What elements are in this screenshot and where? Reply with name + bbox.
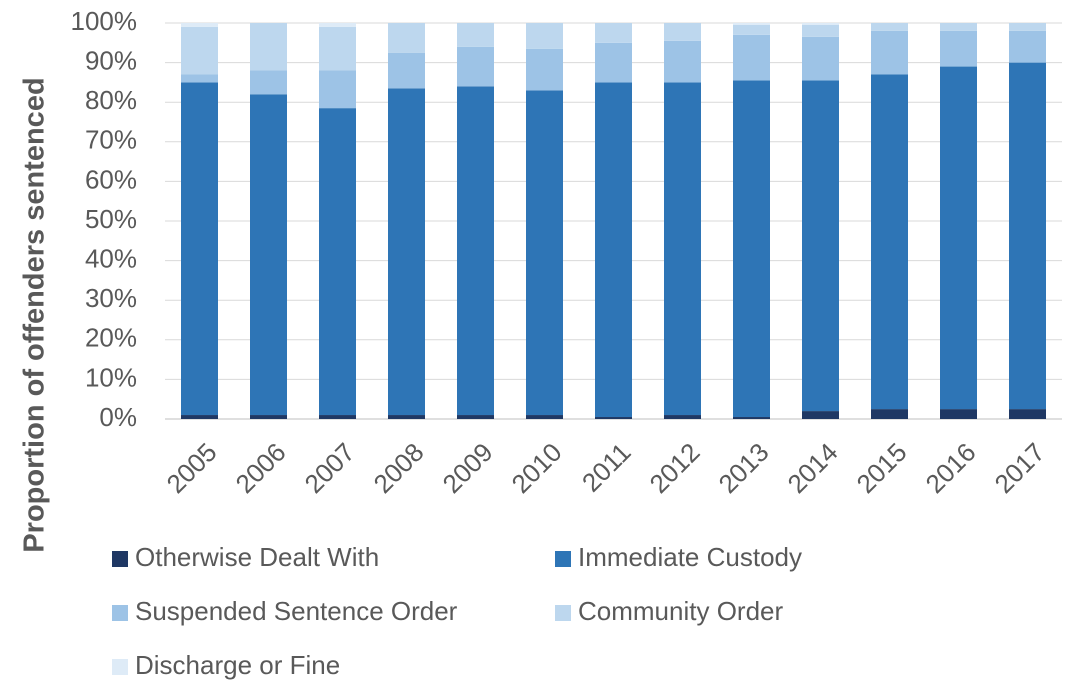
bar-segment xyxy=(319,23,356,27)
y-axis-label: Proportion of offenders sentenced xyxy=(19,77,51,552)
legend-swatch xyxy=(555,551,571,567)
bar-segment xyxy=(457,46,494,87)
bar-segment xyxy=(319,26,356,71)
bar-segment xyxy=(733,34,770,81)
bar-segment xyxy=(250,70,287,95)
bar-segment xyxy=(940,30,977,67)
bar-segment xyxy=(595,42,632,83)
bar-segment xyxy=(595,82,632,418)
bar-segment xyxy=(802,80,839,412)
bar-segment xyxy=(1009,62,1046,410)
legend-label: Otherwise Dealt With xyxy=(135,542,379,572)
bar-segment xyxy=(250,94,287,416)
y-tick-label: 0% xyxy=(99,402,137,432)
bar-segment xyxy=(940,66,977,410)
bar-segment xyxy=(871,30,908,75)
bar-segment xyxy=(319,415,356,419)
bar-segment xyxy=(733,23,770,25)
bar-segment xyxy=(1009,23,1046,31)
legend-swatch xyxy=(112,659,128,675)
bar-segment xyxy=(664,415,701,419)
bar-segment xyxy=(526,90,563,416)
legend-swatch xyxy=(112,551,128,567)
bar-segment xyxy=(181,23,218,27)
x-tick-label: 2016 xyxy=(919,437,981,499)
bar-segment xyxy=(388,52,425,89)
bar-segment xyxy=(595,23,632,43)
bar-segment xyxy=(319,108,356,416)
x-tick-label: 2014 xyxy=(781,437,843,499)
bar-segment xyxy=(664,40,701,83)
bar-segment xyxy=(1009,30,1046,63)
bar-segment xyxy=(1009,409,1046,419)
y-tick-label: 10% xyxy=(85,362,137,392)
x-tick-label: 2011 xyxy=(576,437,637,498)
bar-segment xyxy=(733,417,770,419)
x-tick-label: 2008 xyxy=(367,437,429,499)
bar-segment xyxy=(457,23,494,47)
legend-label: Suspended Sentence Order xyxy=(135,596,458,626)
y-tick-label: 20% xyxy=(85,323,137,353)
bar-segment xyxy=(940,409,977,419)
bar-segment xyxy=(595,417,632,419)
bar-segment xyxy=(940,23,977,31)
bar-segment xyxy=(526,23,563,49)
bar-segment xyxy=(871,409,908,419)
bar-segment xyxy=(388,88,425,416)
bar-segment xyxy=(181,74,218,83)
y-tick-label: 40% xyxy=(85,243,137,273)
y-tick-label: 50% xyxy=(85,204,137,234)
legend-swatch xyxy=(555,605,571,621)
x-tick-label: 2010 xyxy=(505,437,567,499)
bar-segment xyxy=(319,70,356,109)
x-tick-label: 2005 xyxy=(160,437,222,499)
bar-segment xyxy=(802,23,839,25)
y-tick-label: 80% xyxy=(85,85,137,115)
bar-segment xyxy=(733,24,770,35)
y-tick-label: 70% xyxy=(85,125,137,155)
x-tick-label: 2013 xyxy=(712,437,774,499)
bar-segment xyxy=(388,415,425,419)
x-tick-label: 2007 xyxy=(298,437,360,499)
bar-segment xyxy=(802,24,839,37)
bar-segment xyxy=(250,23,287,71)
x-tick-label: 2015 xyxy=(850,437,912,499)
y-tick-label: 100% xyxy=(71,6,138,36)
bar-segment xyxy=(457,86,494,416)
bar-segment xyxy=(871,74,908,410)
bar-segment xyxy=(181,415,218,419)
x-tick-label: 2006 xyxy=(229,437,291,499)
bar-segment xyxy=(181,82,218,416)
legend-label: Immediate Custody xyxy=(578,542,802,572)
x-tick-label: 2012 xyxy=(643,437,705,499)
legend-label: Community Order xyxy=(578,596,783,626)
bar-segment xyxy=(388,23,425,53)
legend-swatch xyxy=(112,605,128,621)
y-tick-label: 30% xyxy=(85,283,137,313)
bar-segment xyxy=(664,82,701,416)
bar-segment xyxy=(250,415,287,419)
x-tick-label: 2017 xyxy=(988,437,1050,499)
x-tick-label: 2009 xyxy=(436,437,498,499)
bar-segment xyxy=(181,26,218,75)
bar-segment xyxy=(526,48,563,91)
bar-segment xyxy=(526,415,563,419)
y-tick-label: 60% xyxy=(85,164,137,194)
bar-segment xyxy=(457,415,494,419)
bar-segment xyxy=(802,411,839,419)
legend-label: Discharge or Fine xyxy=(135,650,340,680)
bar-segment xyxy=(733,80,770,418)
y-tick-label: 90% xyxy=(85,45,137,75)
bar-segment xyxy=(664,23,701,41)
bar-segment xyxy=(871,23,908,31)
bar-segment xyxy=(802,36,839,81)
